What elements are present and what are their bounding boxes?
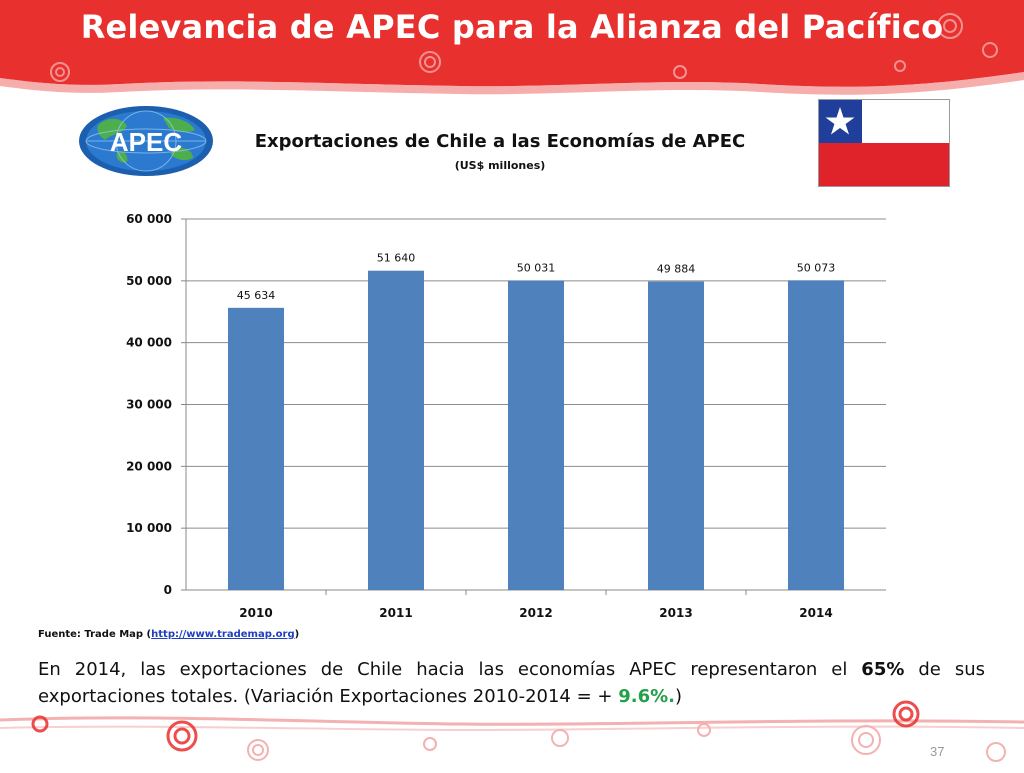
data-label-2012: 50 031: [517, 262, 556, 275]
x-tick-label: 2013: [659, 606, 692, 620]
chile-flag: [817, 98, 951, 188]
y-tick-label: 60 000: [126, 212, 172, 226]
data-label-2014: 50 073: [797, 261, 836, 274]
logo-text: APEC: [110, 127, 182, 157]
source-prefix: Fuente: Trade Map (: [38, 629, 152, 640]
para-part2: de sus exportaciones totales. (Variación…: [38, 659, 985, 707]
data-label-2010: 45 634: [237, 289, 276, 302]
star-icon: [825, 107, 855, 135]
data-label-2013: 49 884: [657, 263, 696, 276]
y-tick-label: 40 000: [126, 336, 172, 350]
summary-paragraph: En 2014, las exportaciones de Chile haci…: [38, 656, 985, 710]
title-banner: [0, 0, 1024, 100]
growth-highlight: 9.6%.: [618, 686, 675, 707]
para-part3: ): [674, 686, 683, 707]
source-suffix: ): [294, 629, 300, 640]
y-tick-label: 50 000: [126, 274, 172, 288]
y-tick-label: 20 000: [126, 459, 172, 473]
footer-decoration: [0, 700, 1024, 768]
bar-2014: [788, 280, 844, 590]
bar-2012: [508, 280, 564, 590]
source-note: Fuente: Trade Map (http://www.trademap.o…: [38, 629, 299, 640]
bar-chart: 0 10 000 20 000 30 000 40 000 50 000 60 000 45 …: [100, 205, 900, 630]
share-highlight: 65%: [861, 659, 905, 680]
chart-title: Exportaciones de Chile a las Economías d…: [254, 131, 746, 152]
chart-svg: 0 10 000 20 000 30 000 40 000 50 000 60 000 45 …: [126, 212, 886, 620]
slide-title: Relevancia de APEC para la Alianza del P…: [80, 8, 944, 46]
bar-2010: [228, 307, 284, 590]
page-number: 37: [930, 744, 945, 759]
trademap-link[interactable]: http://www.trademap.org: [151, 629, 295, 640]
data-label-2011: 51 640: [377, 252, 416, 265]
apec-logo: APEC: [77, 104, 215, 178]
y-tick-label: 10 000: [126, 521, 172, 535]
bar-2011: [368, 270, 424, 590]
x-tick-label: 2011: [379, 606, 412, 620]
bar-2013: [648, 281, 704, 590]
x-tick-label: 2010: [239, 606, 272, 620]
x-tick-label: 2014: [799, 606, 832, 620]
chart-subtitle: (US$ millones): [454, 159, 546, 172]
y-tick-label: 30 000: [126, 398, 172, 412]
y-tick-label: 0: [164, 583, 172, 597]
x-tick-label: 2012: [519, 606, 552, 620]
para-part1: En 2014, las exportaciones de Chile haci…: [38, 659, 862, 680]
